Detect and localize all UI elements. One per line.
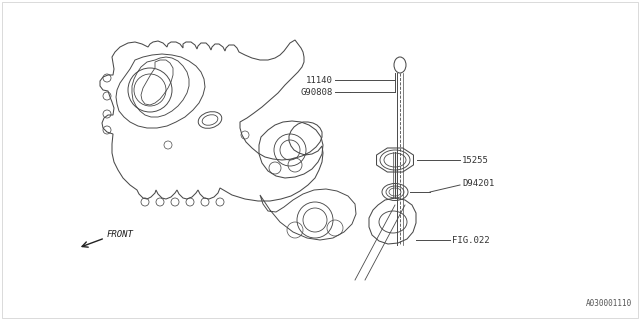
Text: FIG.022: FIG.022 <box>452 236 490 244</box>
Text: 11140: 11140 <box>306 76 333 84</box>
Text: D94201: D94201 <box>462 179 494 188</box>
Text: 15255: 15255 <box>462 156 489 164</box>
Text: A030001110: A030001110 <box>586 299 632 308</box>
Text: FRONT: FRONT <box>107 229 134 238</box>
Text: G90808: G90808 <box>301 87 333 97</box>
